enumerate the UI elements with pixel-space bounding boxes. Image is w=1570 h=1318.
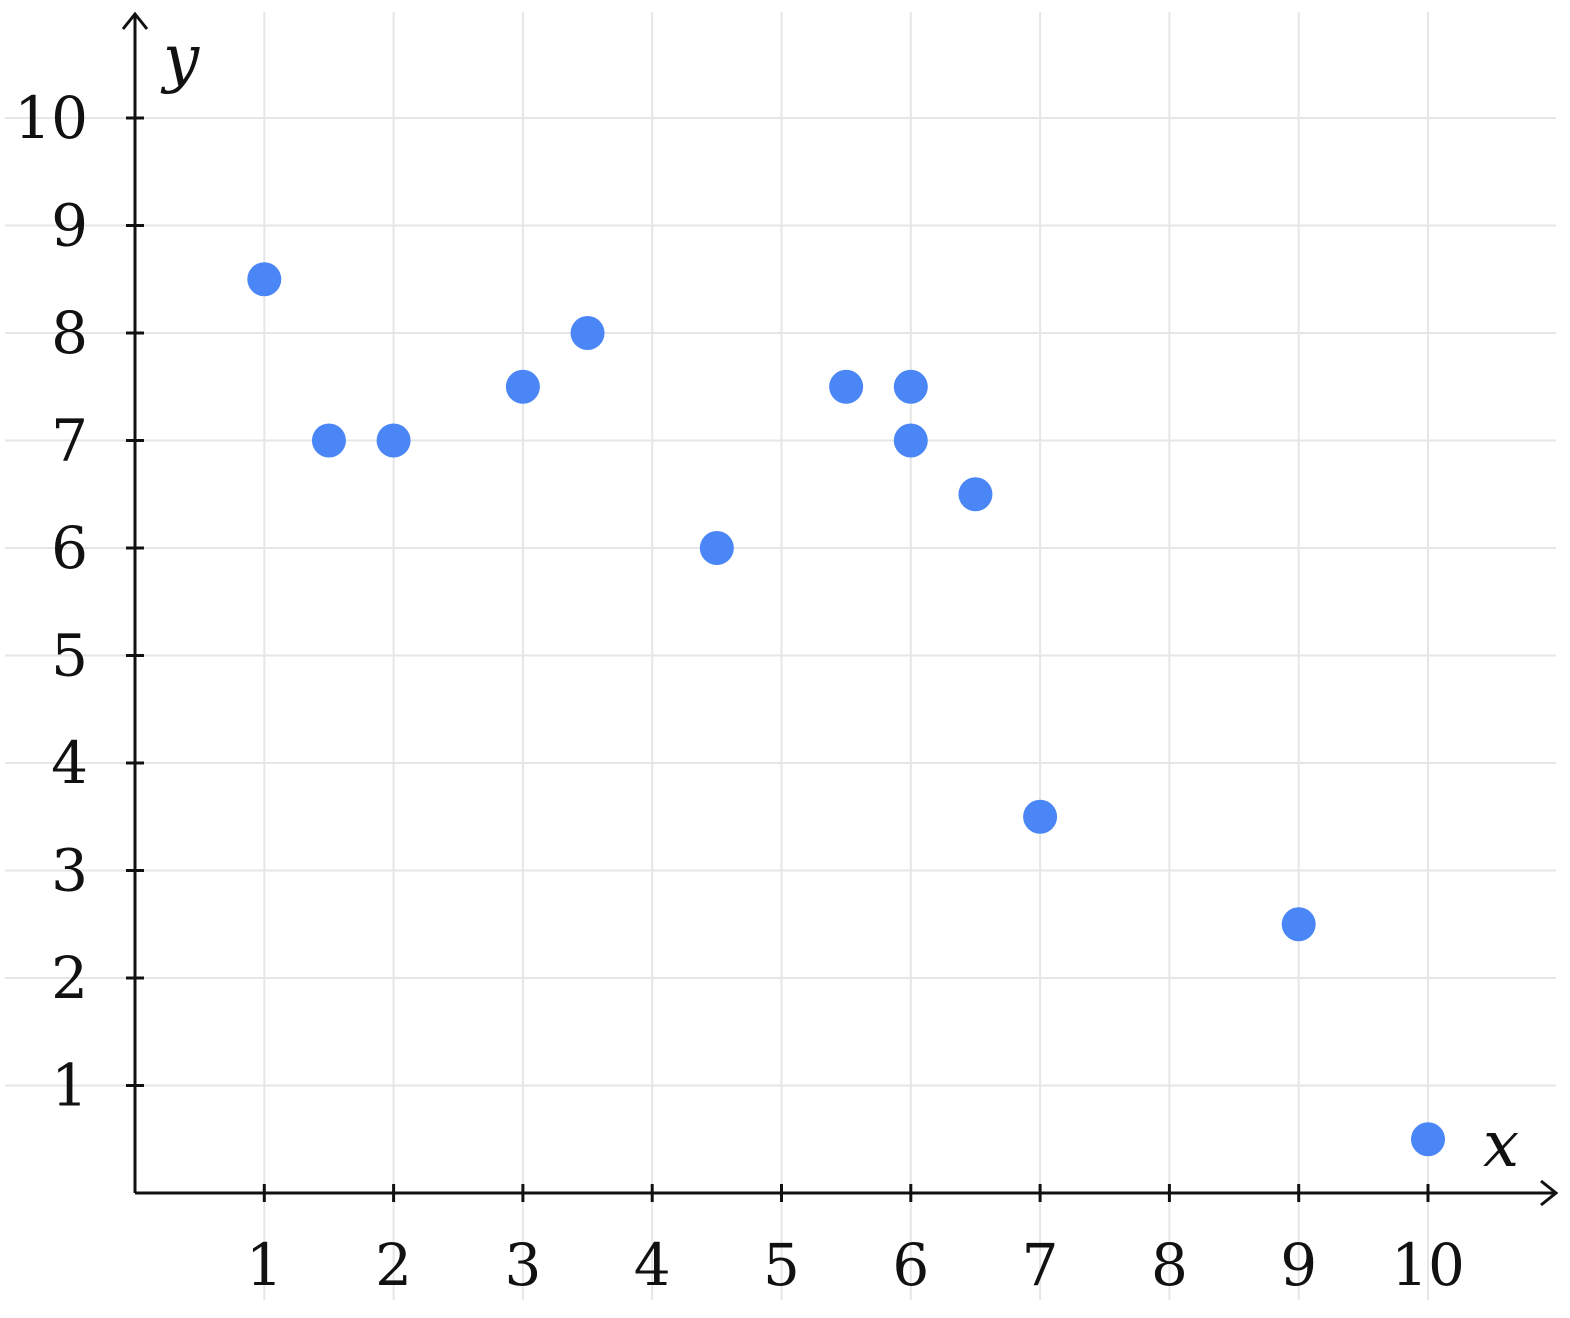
x-tick-label: 1 (246, 1231, 283, 1299)
x-axis-arrow-icon (1540, 1179, 1559, 1207)
y-tick-label: 7 (51, 407, 88, 475)
data-point (699, 531, 734, 565)
y-tick-label: 4 (51, 729, 88, 797)
y-tick-label: 1 (51, 1052, 88, 1120)
x-tick-label: 6 (892, 1231, 929, 1299)
axes: x y (121, 11, 1559, 1207)
data-point (893, 423, 928, 458)
y-tick-label: 6 (51, 514, 88, 582)
data-point (829, 369, 864, 404)
data-point (505, 369, 540, 404)
grid (5, 12, 1556, 1300)
x-axis-label: x (1483, 1108, 1519, 1182)
x-tick-label: 5 (763, 1231, 800, 1299)
x-tick-label: 8 (1151, 1231, 1188, 1299)
data-point (893, 369, 928, 404)
data-point (1023, 799, 1058, 834)
ticks: 1 2 3 4 5 6 7 8 9 10 1 2 3 4 5 6 7 8 9 10 (14, 84, 1465, 1299)
data-point (958, 477, 993, 512)
data-point (1411, 1122, 1445, 1157)
y-tick-label: 2 (51, 944, 88, 1012)
x-tick-label: 7 (1022, 1231, 1059, 1299)
x-tick-label: 10 (1391, 1231, 1465, 1299)
x-tick-label: 2 (375, 1231, 412, 1299)
y-tick-label: 3 (51, 837, 88, 905)
data-points (247, 262, 1445, 1157)
x-tick-label: 9 (1280, 1231, 1317, 1299)
y-tick-label: 8 (51, 299, 88, 367)
y-tick-label: 10 (14, 84, 88, 152)
x-tick-label: 3 (504, 1231, 541, 1299)
data-point (247, 262, 282, 297)
y-axis-label: y (160, 22, 200, 96)
data-point (570, 316, 605, 350)
data-point (1281, 907, 1316, 942)
y-axis-arrow-icon (121, 11, 149, 30)
y-tick-label: 9 (51, 192, 88, 260)
data-point (311, 423, 346, 458)
data-point (376, 423, 411, 458)
x-tick-label: 4 (634, 1231, 671, 1299)
y-tick-label: 5 (51, 622, 88, 690)
